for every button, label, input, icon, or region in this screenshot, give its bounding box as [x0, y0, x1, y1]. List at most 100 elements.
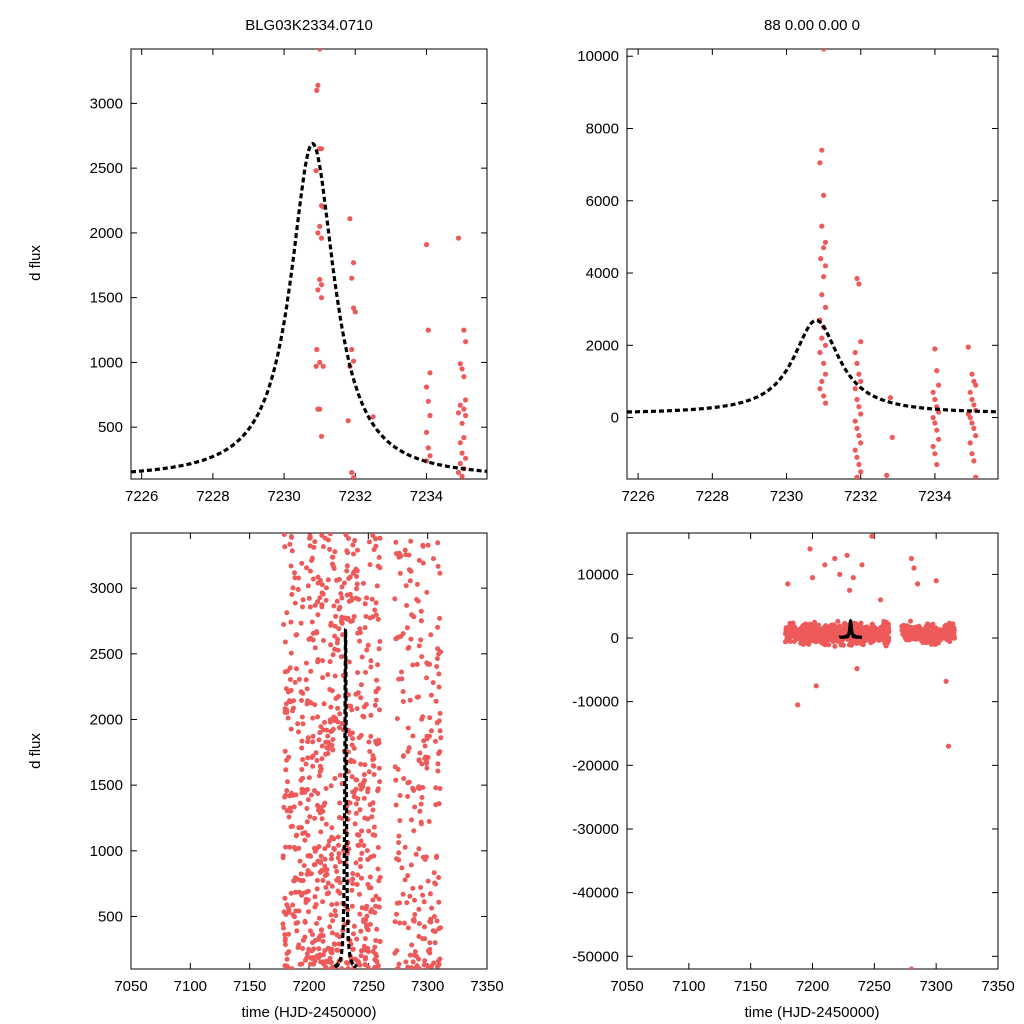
data-point	[934, 427, 940, 433]
data-point	[358, 695, 364, 701]
data-point	[856, 629, 862, 635]
data-point	[351, 931, 356, 937]
data-point	[437, 786, 443, 791]
data-point	[328, 783, 334, 789]
data-point	[329, 852, 335, 857]
data-point	[909, 634, 915, 640]
data-point	[426, 819, 432, 824]
data-point	[307, 543, 313, 549]
data-point	[420, 785, 426, 790]
data-point	[924, 631, 930, 636]
data-point	[361, 795, 367, 801]
data-point	[323, 597, 329, 603]
data-point	[785, 638, 791, 644]
data-point	[337, 859, 343, 865]
data-point	[798, 640, 804, 646]
data-point	[289, 966, 295, 969]
data-point	[859, 562, 865, 568]
data-point	[285, 715, 291, 721]
data-point	[414, 963, 420, 969]
data-point	[945, 743, 952, 749]
y-tick-label: 6000	[586, 193, 619, 210]
data-point	[906, 624, 912, 630]
y-tick-label: -10000	[572, 694, 619, 711]
data-point	[365, 789, 371, 795]
data-point	[327, 659, 333, 665]
data-point	[306, 909, 311, 915]
data-point	[300, 604, 305, 610]
data-point	[292, 914, 297, 920]
data-point	[353, 860, 359, 866]
data-point	[315, 714, 321, 720]
data-point	[427, 940, 433, 946]
data-point	[320, 938, 326, 944]
data-point	[314, 921, 319, 926]
data-point	[396, 850, 402, 856]
data-point	[346, 536, 351, 541]
data-point	[411, 828, 417, 834]
data-point	[317, 359, 323, 365]
data-point	[414, 953, 420, 959]
data-point	[307, 814, 313, 820]
data-point	[849, 642, 855, 648]
data-point	[304, 686, 310, 692]
data-point	[405, 873, 411, 879]
data-point	[943, 678, 949, 684]
data-point	[323, 885, 329, 890]
data-point	[322, 856, 328, 862]
data-point	[461, 374, 467, 380]
data-point	[315, 791, 321, 796]
x-tick-label: 7232	[339, 488, 372, 505]
data-point	[317, 730, 323, 736]
data-point	[930, 443, 936, 450]
data-point	[432, 914, 437, 919]
data-point	[936, 436, 942, 442]
data-point	[811, 621, 817, 627]
data-point	[364, 647, 370, 653]
data-point	[281, 804, 287, 810]
data-point	[840, 642, 846, 648]
data-point	[293, 833, 299, 839]
data-point	[327, 924, 333, 930]
data-point	[437, 710, 443, 716]
data-point	[319, 743, 325, 749]
data-point	[331, 845, 337, 851]
data-point	[419, 761, 425, 767]
data-point	[355, 630, 361, 636]
data-point	[418, 885, 424, 890]
data-point	[337, 711, 343, 717]
data-point	[350, 260, 357, 266]
data-point	[932, 420, 938, 426]
data-point	[818, 256, 824, 262]
data-point	[899, 623, 905, 629]
data-point	[289, 592, 295, 597]
data-point	[350, 881, 356, 887]
data-point	[365, 927, 371, 933]
data-point	[329, 856, 334, 862]
data-point	[284, 709, 290, 715]
data-point	[304, 565, 309, 571]
data-point	[428, 632, 434, 638]
data-point	[315, 230, 321, 236]
data-point	[288, 650, 294, 656]
data-point	[306, 775, 312, 781]
data-point	[328, 642, 334, 648]
x-tick-label: 7350	[981, 978, 1014, 995]
data-point	[404, 603, 410, 608]
data-point	[352, 821, 358, 827]
data-point	[411, 614, 417, 620]
data-point	[410, 662, 416, 668]
data-point	[305, 583, 311, 589]
data-point	[300, 597, 306, 603]
y-tick-label: 1500	[90, 290, 123, 307]
data-point	[329, 883, 335, 889]
data-point	[371, 772, 377, 777]
data-point	[349, 275, 355, 281]
data-point	[288, 619, 294, 625]
data-point	[331, 718, 337, 723]
data-point	[844, 552, 850, 558]
data-point	[356, 596, 362, 602]
y-tick-label: 0	[611, 410, 619, 427]
data-point	[973, 474, 979, 479]
data-point	[361, 943, 367, 949]
